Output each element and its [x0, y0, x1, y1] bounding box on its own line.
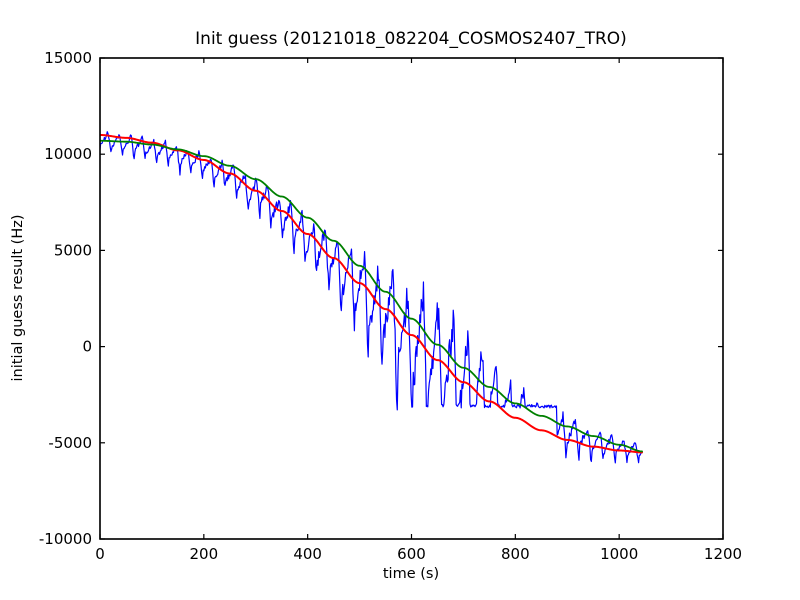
series-fit-red-: [100, 133, 644, 454]
y-axis-ticks: -10000 -5000 0 5000 10000 15000: [39, 49, 723, 548]
y-axis-label: initial guess result (Hz): [10, 215, 26, 382]
y-tick-label: 5000: [54, 241, 92, 259]
data-series-group: [100, 131, 644, 464]
y-tick-label: 0: [82, 338, 92, 356]
x-tick-label: 1000: [600, 545, 638, 563]
x-tick-label: 400: [293, 545, 322, 563]
y-tick-label: -10000: [39, 530, 92, 548]
x-tick-label: 0: [95, 545, 105, 563]
x-tick-label: 200: [190, 545, 219, 563]
y-tick-label: 10000: [44, 145, 92, 163]
chart-title: Init guess (20121018_082204_COSMOS2407_T…: [195, 29, 627, 49]
series-model-green-: [100, 139, 643, 453]
series-measured-initial-guess: [100, 131, 643, 464]
x-tick-label: 800: [501, 545, 530, 563]
plot-frame-overlay: [99, 57, 724, 540]
y-tick-label: 15000: [44, 49, 92, 67]
x-tick-label: 1200: [704, 545, 742, 563]
x-axis-label: time (s): [383, 566, 439, 582]
x-tick-label: 600: [397, 545, 426, 563]
y-tick-label: -5000: [48, 434, 92, 452]
